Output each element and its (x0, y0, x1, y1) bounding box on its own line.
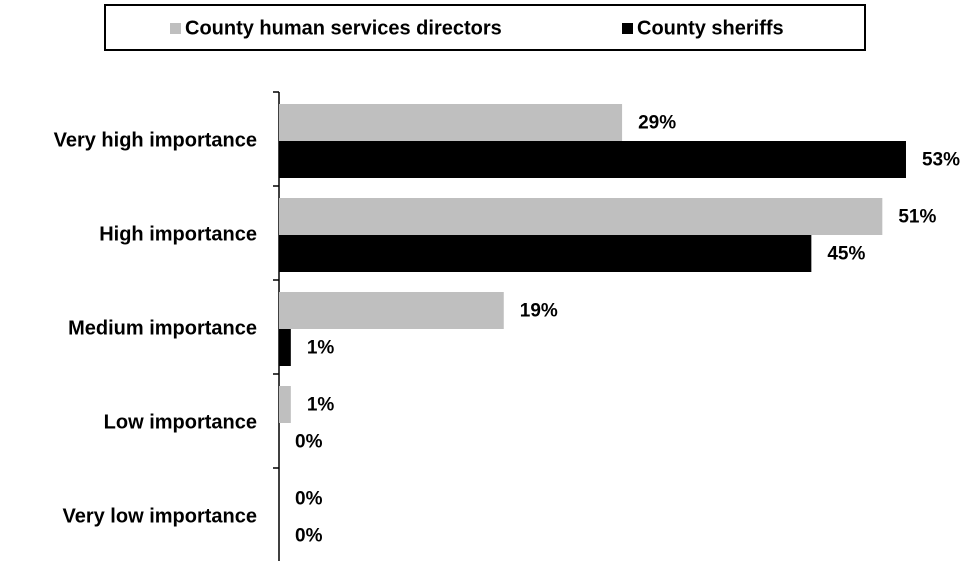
value-label: 29% (638, 113, 676, 134)
category-label: Very low importance (62, 505, 257, 527)
value-label: 0% (295, 526, 323, 547)
bar (279, 104, 623, 141)
bar (279, 292, 504, 329)
bar (279, 141, 906, 178)
bar (279, 198, 883, 235)
value-label: 0% (295, 489, 323, 510)
bar (279, 235, 812, 272)
legend-swatch (622, 23, 633, 34)
value-label: 51% (898, 207, 936, 228)
bar (279, 329, 291, 366)
value-label: 45% (827, 244, 865, 265)
value-label: 1% (307, 395, 335, 416)
category-label: Medium importance (68, 317, 257, 339)
legend-swatch (170, 23, 181, 34)
legend-label: County human services directors (185, 17, 502, 39)
value-label: 53% (922, 150, 960, 171)
bar (279, 386, 291, 423)
value-label: 19% (520, 301, 558, 322)
value-label: 1% (307, 338, 335, 359)
legend-label: County sheriffs (637, 17, 784, 39)
legend-box (104, 4, 866, 51)
category-label: Low importance (104, 411, 257, 433)
value-label: 0% (295, 432, 323, 453)
category-label: Very high importance (54, 129, 257, 151)
category-label: High importance (99, 223, 257, 245)
